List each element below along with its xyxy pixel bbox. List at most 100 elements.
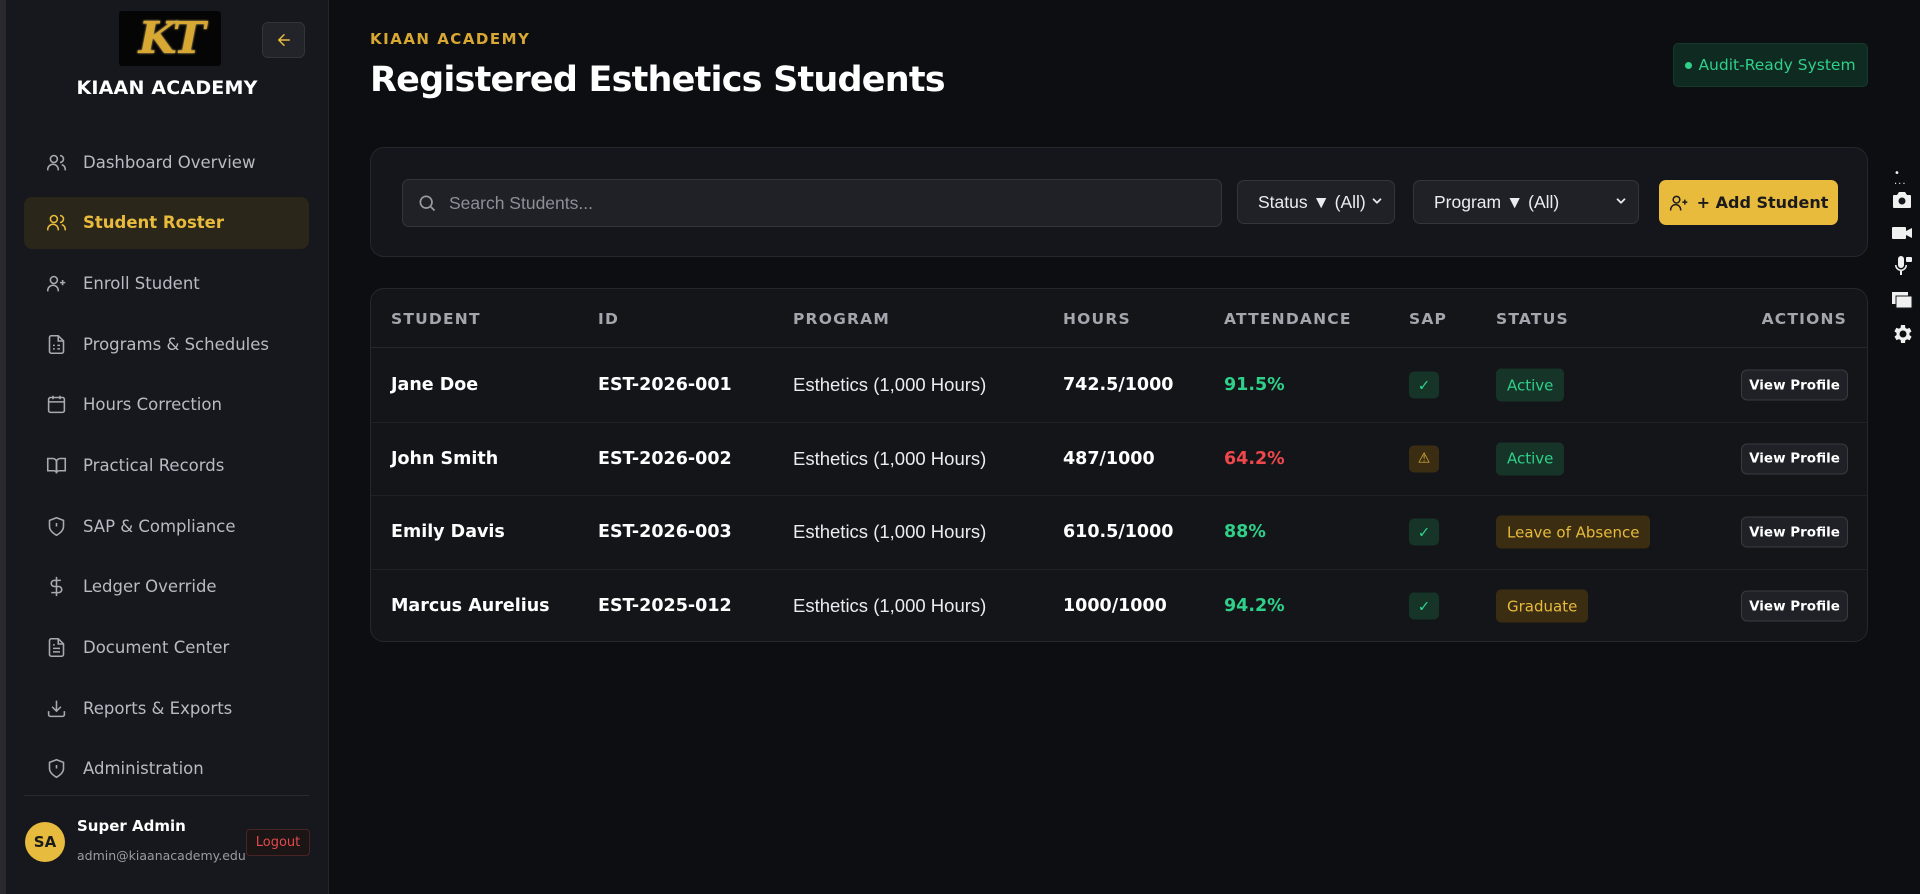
sidebar-item-administration[interactable]: Administration — [24, 743, 309, 795]
status-badge: Leave of Absence — [1496, 515, 1651, 549]
student-hours: 1000/1000 — [1063, 596, 1167, 617]
sidebar-item-document-center[interactable]: Document Center — [24, 622, 309, 674]
user-plus-icon — [46, 275, 66, 292]
student-id: EST-2025-012 — [598, 596, 732, 617]
sap-check-icon: ✓ — [1409, 371, 1439, 399]
student-hours: 742.5/1000 — [1063, 375, 1174, 396]
book-open-icon — [46, 457, 67, 474]
sidebar-item-label: Dashboard Overview — [83, 152, 256, 172]
table-row[interactable]: John Smith EST-2026-002 Esthetics (1,000… — [371, 423, 1867, 496]
sidebar-item-student-roster[interactable]: Student Roster — [24, 196, 309, 249]
program-filter-select[interactable]: Program ▼ (All) — [1413, 180, 1639, 224]
gear-icon — [1894, 325, 1912, 343]
table-row[interactable]: Marcus Aurelius EST-2025-012 Esthetics (… — [371, 570, 1867, 642]
table-row[interactable]: Jane Doe EST-2026-001 Esthetics (1,000 H… — [371, 349, 1867, 423]
sidebar-item-practical-records[interactable]: Practical Records — [24, 439, 309, 491]
column-header-sap[interactable]: SAP — [1409, 310, 1448, 328]
student-id: EST-2026-003 — [598, 522, 732, 543]
floating-toolbar: • ··· — [1886, 160, 1916, 350]
logo: KT — [119, 11, 221, 66]
student-program: Esthetics (1,000 Hours) — [793, 595, 987, 617]
student-hours: 487/1000 — [1063, 448, 1155, 469]
student-attendance: 64.2% — [1224, 448, 1285, 469]
column-header-student[interactable]: STUDENT — [391, 310, 481, 328]
search-box[interactable] — [402, 179, 1222, 227]
student-name: Jane Doe — [391, 375, 479, 396]
brand-name: KIAAN ACADEMY — [76, 77, 258, 99]
column-header-status[interactable]: STATUS — [1496, 310, 1569, 328]
student-name: John Smith — [391, 448, 499, 469]
student-hours: 610.5/1000 — [1063, 522, 1174, 543]
sidebar-item-label: Reports & Exports — [83, 698, 233, 718]
table-header: STUDENT ID PROGRAM HOURS ATTENDANCE SAP … — [371, 289, 1867, 348]
arrow-left-icon — [277, 34, 290, 46]
shield-alert-icon — [48, 759, 65, 779]
view-profile-button[interactable]: View Profile — [1741, 590, 1848, 622]
search-icon — [419, 195, 436, 212]
more-icon[interactable]: • ··· — [1894, 168, 1907, 190]
page-eyebrow: KIAAN ACADEMY — [370, 30, 531, 48]
student-program: Esthetics (1,000 Hours) — [793, 374, 987, 396]
status-dot-icon — [1685, 61, 1693, 69]
user-plus-icon — [1669, 195, 1687, 210]
student-attendance: 94.2% — [1224, 596, 1285, 617]
student-name: Emily Davis — [391, 522, 505, 543]
window-frame — [0, 0, 6, 894]
logout-button[interactable]: Logout — [246, 829, 310, 856]
filter-bar: Status ▼ (All) Program ▼ (All) + Add Stu… — [370, 147, 1868, 257]
student-name: Marcus Aurelius — [391, 596, 550, 617]
sidebar-item-label: Hours Correction — [83, 395, 222, 415]
page-title: Registered Esthetics Students — [370, 60, 946, 100]
dollar-icon — [50, 577, 63, 597]
collapse-sidebar-button[interactable] — [262, 22, 305, 58]
status-badge: Active — [1496, 442, 1565, 476]
add-student-label: + Add Student — [1696, 193, 1829, 212]
status-badge-label: Audit-Ready System — [1698, 56, 1856, 74]
sidebar-item-enroll-student[interactable]: Enroll Student — [24, 257, 309, 309]
table-row[interactable]: Emily Davis EST-2026-003 Esthetics (1,00… — [371, 496, 1867, 570]
settings-button[interactable] — [1888, 320, 1916, 348]
sidebar-item-label: Document Center — [83, 638, 230, 657]
search-input[interactable] — [449, 192, 1209, 214]
window-button[interactable] — [1888, 286, 1916, 314]
students-table: STUDENT ID PROGRAM HOURS ATTENDANCE SAP … — [370, 288, 1868, 642]
status-badge: Audit-Ready System — [1673, 43, 1868, 87]
sidebar-item-label: Practical Records — [83, 455, 225, 475]
column-header-id[interactable]: ID — [598, 310, 620, 328]
view-profile-button[interactable]: View Profile — [1741, 516, 1848, 548]
sidebar-item-label: Administration — [83, 759, 204, 779]
status-badge: Graduate — [1496, 589, 1589, 623]
view-profile-button[interactable]: View Profile — [1741, 443, 1848, 475]
camera-icon — [1893, 192, 1911, 208]
sidebar-item-sap-compliance[interactable]: SAP & Compliance — [24, 500, 309, 552]
sidebar-item-hours-correction[interactable]: Hours Correction — [24, 379, 309, 431]
sidebar: KT KIAAN ACADEMY Dashboard Overview Stud… — [6, 0, 329, 894]
column-header-attendance[interactable]: ATTENDANCE — [1224, 310, 1352, 328]
sidebar-item-label: Programs & Schedules — [83, 334, 269, 354]
status-badge: Active — [1496, 368, 1565, 402]
status-filter-select[interactable]: Status ▼ (All) — [1237, 180, 1395, 224]
chevron-down-icon — [1616, 198, 1626, 204]
camera-button[interactable] — [1888, 186, 1916, 214]
divider — [24, 795, 309, 796]
sap-check-icon: ✓ — [1409, 592, 1439, 620]
users-icon — [46, 214, 67, 231]
view-profile-button[interactable]: View Profile — [1741, 369, 1848, 401]
microphone-button[interactable] — [1888, 252, 1916, 280]
avatar[interactable]: SA — [25, 822, 65, 862]
sidebar-item-ledger-override[interactable]: Ledger Override — [24, 561, 309, 613]
users-icon — [46, 154, 67, 170]
sidebar-item-label: Enroll Student — [83, 273, 200, 293]
sidebar-item-dashboard-overview[interactable]: Dashboard Overview — [24, 136, 309, 188]
column-header-program[interactable]: PROGRAM — [793, 310, 890, 328]
sidebar-item-label: SAP & Compliance — [83, 516, 236, 536]
calendar-icon — [47, 396, 66, 414]
download-icon — [47, 700, 66, 717]
column-header-hours[interactable]: HOURS — [1063, 310, 1131, 328]
column-header-actions: ACTIONS — [1761, 310, 1847, 328]
video-button[interactable] — [1888, 219, 1916, 247]
add-student-button[interactable]: + Add Student — [1659, 180, 1838, 225]
sidebar-item-programs-schedules[interactable]: Programs & Schedules — [24, 318, 309, 370]
sidebar-item-reports-exports[interactable]: Reports & Exports — [24, 682, 309, 734]
program-filter-value: Program ▼ (All) — [1434, 191, 1560, 212]
